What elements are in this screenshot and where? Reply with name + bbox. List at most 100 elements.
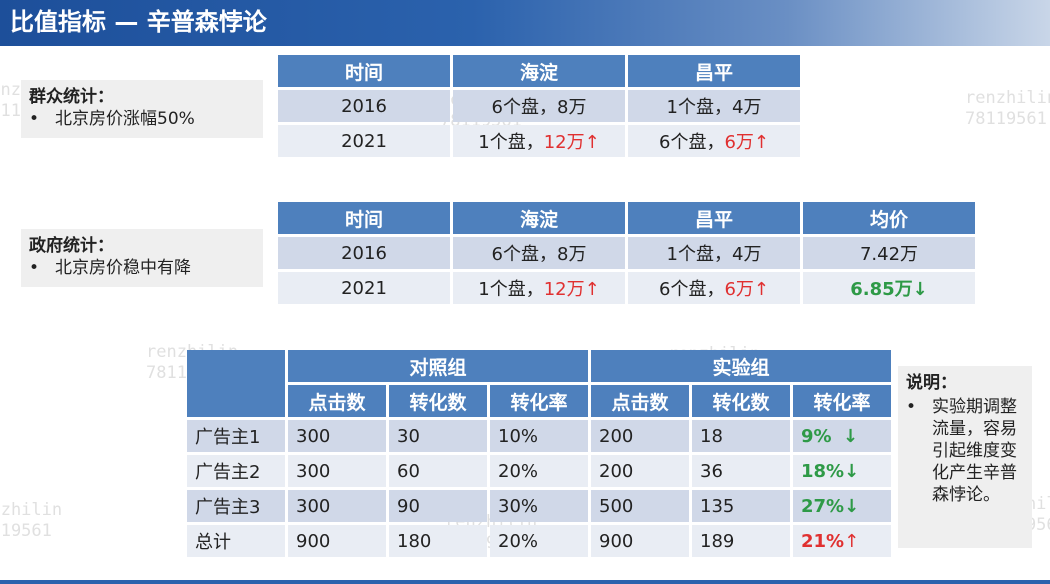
public-stats-bullet: 北京房价涨幅50%	[55, 109, 195, 129]
table-row: 广告主2 300 60 20% 200 36 18%↓	[187, 455, 891, 487]
changping-cell: 1个盘，4万	[628, 90, 800, 122]
government-stats-label: 政府统计：	[29, 236, 114, 256]
data-cell: 200	[591, 455, 689, 487]
data-cell: 20%	[490, 455, 588, 487]
arrow-up-icon: ↑	[584, 279, 600, 300]
data-cell: 300	[288, 420, 386, 452]
changping-cell: 6个盘，6万↑	[628, 272, 800, 304]
header-cell: 昌平	[628, 202, 800, 234]
advertiser-cell: 广告主1	[187, 420, 285, 452]
year-cell: 2021	[278, 125, 450, 157]
header-cell: 海淀	[453, 55, 625, 87]
table-row: 2021 1个盘，12万↑ 6个盘，6万↑	[278, 125, 800, 157]
arrow-down-icon: ↓	[912, 279, 928, 300]
page-title: 比值指标 — 辛普森悖论	[10, 8, 267, 36]
public-stats-note: 群众统计： • 北京房价涨幅50%	[21, 80, 263, 138]
data-cell: 60	[389, 455, 487, 487]
advertiser-cell: 广告主3	[187, 490, 285, 522]
header-cell: 均价	[803, 202, 975, 234]
header-cell: 转化数	[692, 385, 790, 417]
table-row: 2016 6个盘，8万 1个盘，4万 7.42万	[278, 237, 975, 269]
data-cell: 180	[389, 525, 487, 557]
header-cell: 转化率	[490, 385, 588, 417]
arrow-up-icon: ↑	[844, 530, 860, 552]
data-cell: 300	[288, 455, 386, 487]
haidian-cell: 6个盘，8万	[453, 90, 625, 122]
average-cell: 6.85万↓	[803, 272, 975, 304]
data-cell: 18	[692, 420, 790, 452]
table-group-header-row: 对照组 实验组	[187, 350, 891, 417]
year-cell: 2016	[278, 237, 450, 269]
table-row: 2016 6个盘，8万 1个盘，4万	[278, 90, 800, 122]
explanation-label: 说明：	[906, 373, 957, 393]
rate-cell: 18%↓	[793, 455, 891, 487]
data-cell: 20%	[490, 525, 588, 557]
haidian-cell: 1个盘，12万↑	[453, 125, 625, 157]
table-header-row: 点击数 转化数 转化率 点击数 转化数 转化率	[187, 385, 891, 417]
advertiser-cell: 广告主2	[187, 455, 285, 487]
data-cell: 135	[692, 490, 790, 522]
table-row: 广告主3 300 90 30% 500 135 27%↓	[187, 490, 891, 522]
header-cell: 时间	[278, 55, 450, 87]
data-cell: 30	[389, 420, 487, 452]
data-cell: 200	[591, 420, 689, 452]
header-cell: 转化率	[793, 385, 891, 417]
government-stats-bullet: 北京房价稳中有降	[55, 258, 191, 278]
explanation-box: 说明： • 实验期调整流量，容易引起维度变化产生辛普森悖论。	[898, 366, 1032, 548]
experiment-group-header: 实验组	[591, 350, 891, 382]
data-cell: 36	[692, 455, 790, 487]
bullet: •	[906, 397, 917, 417]
data-cell: 900	[288, 525, 386, 557]
haidian-price: 12万	[543, 132, 585, 153]
year-cell: 2021	[278, 272, 450, 304]
advertiser-cell: 总计	[187, 525, 285, 557]
changping-price: 6万	[724, 279, 754, 300]
data-cell: 10%	[490, 420, 588, 452]
header-cell: 时间	[278, 202, 450, 234]
bottom-rule	[0, 580, 1050, 584]
arrow-up-icon: ↑	[753, 279, 769, 300]
public-stats-table: 时间 海淀 昌平 2016 6个盘，8万 1个盘，4万 2021 1个盘，12万…	[275, 52, 803, 160]
haidian-cell: 6个盘，8万	[453, 237, 625, 269]
header-cell: 点击数	[288, 385, 386, 417]
government-stats-table: 时间 海淀 昌平 均价 2016 6个盘，8万 1个盘，4万 7.42万 202…	[275, 199, 978, 307]
public-stats-label: 群众统计：	[29, 87, 114, 107]
rate-cell: 9% ↓	[793, 420, 891, 452]
bullet: •	[29, 258, 40, 278]
table-row: 2021 1个盘，12万↑ 6个盘，6万↑ 6.85万↓	[278, 272, 975, 304]
rate-cell: 27%↓	[793, 490, 891, 522]
control-group-header: 对照组	[288, 350, 588, 382]
average-cell: 7.42万	[803, 237, 975, 269]
corner-cell	[187, 350, 285, 417]
data-cell: 189	[692, 525, 790, 557]
experiment-table: 对照组 实验组 点击数 转化数 转化率 点击数 转化数 转化率 广告主1 300…	[184, 347, 894, 560]
table-header-row: 时间 海淀 昌平 均价	[278, 202, 975, 234]
title-bar: 比值指标 — 辛普森悖论	[0, 0, 1050, 46]
arrow-up-icon: ↑	[753, 132, 769, 153]
haidian-cell: 1个盘，12万↑	[453, 272, 625, 304]
changping-price: 6万	[724, 132, 754, 153]
data-cell: 30%	[490, 490, 588, 522]
data-cell: 900	[591, 525, 689, 557]
haidian-price: 12万	[543, 279, 585, 300]
government-stats-note: 政府统计： • 北京房价稳中有降	[21, 229, 263, 287]
explanation-text: 实验期调整流量，容易引起维度变化产生辛普森悖论。	[932, 397, 1017, 505]
arrow-down-icon: ↓	[843, 425, 859, 447]
arrow-down-icon: ↓	[844, 460, 860, 482]
data-cell: 90	[389, 490, 487, 522]
table-row: 广告主1 300 30 10% 200 18 9% ↓	[187, 420, 891, 452]
bullet: •	[29, 109, 40, 129]
table-header-row: 时间 海淀 昌平	[278, 55, 800, 87]
average-price: 6.85万	[850, 279, 913, 300]
rate-cell: 21%↑	[793, 525, 891, 557]
changping-cell: 6个盘，6万↑	[628, 125, 800, 157]
arrow-down-icon: ↓	[844, 495, 860, 517]
data-cell: 500	[591, 490, 689, 522]
table-row: 总计 900 180 20% 900 189 21%↑	[187, 525, 891, 557]
arrow-up-icon: ↑	[584, 132, 600, 153]
changping-cell: 1个盘，4万	[628, 237, 800, 269]
year-cell: 2016	[278, 90, 450, 122]
header-cell: 海淀	[453, 202, 625, 234]
